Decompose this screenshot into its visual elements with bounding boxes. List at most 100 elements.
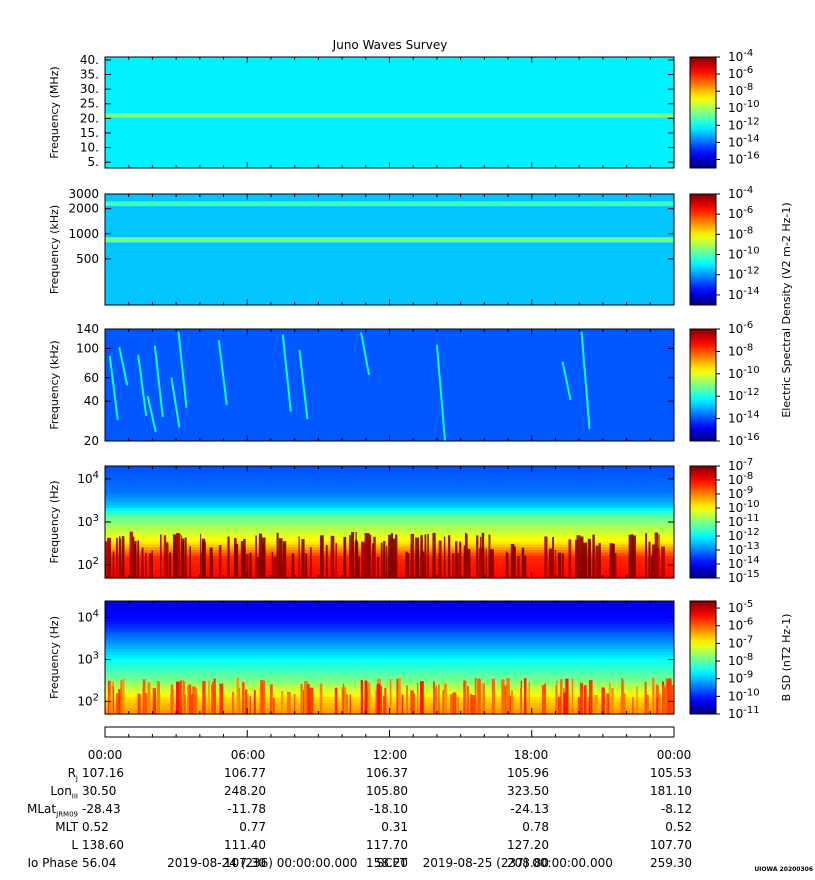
spectrogram-streak bbox=[390, 533, 394, 578]
colorbar-tick-label: 10-16 bbox=[728, 150, 760, 166]
ephemeris-value: 138.60 bbox=[82, 838, 124, 852]
y-tick-label: 100 bbox=[76, 341, 99, 355]
colorbar-tick-label: 10-9 bbox=[728, 670, 753, 686]
spectrogram-streak bbox=[335, 542, 338, 578]
spectrogram-streak bbox=[583, 685, 587, 714]
spectrogram-streak bbox=[548, 548, 552, 578]
colorbar-tick-label: 10-8 bbox=[728, 652, 753, 668]
y-tick-label: 103 bbox=[77, 513, 99, 529]
spectrogram-cell bbox=[105, 702, 674, 707]
ephemeris-value: 158.20 bbox=[366, 856, 408, 870]
spectrogram-cell bbox=[105, 657, 674, 661]
ephemeris-value: 106.37 bbox=[366, 766, 408, 780]
spectrogram-streak bbox=[424, 534, 427, 578]
y-tick-label: 35. bbox=[80, 68, 99, 82]
spectrogram-streak bbox=[452, 692, 457, 714]
spectrogram-streak bbox=[121, 536, 125, 578]
spectrogram-streak bbox=[349, 549, 354, 578]
spectrogram-streak bbox=[307, 684, 310, 714]
colorbar-tick-label: 10-7 bbox=[728, 634, 753, 650]
spectrogram-streak bbox=[579, 682, 583, 714]
spectrogram-streak bbox=[234, 543, 239, 578]
spectrogram-streak bbox=[594, 694, 598, 714]
spectrogram-streak bbox=[659, 693, 662, 714]
spectrogram-cell bbox=[105, 629, 674, 633]
spectrogram-streak bbox=[470, 693, 472, 714]
spectrogram-streak bbox=[349, 694, 351, 714]
y-tick-label: 103 bbox=[77, 651, 99, 667]
spectrogram-cell bbox=[105, 516, 674, 520]
spectrogram-streak bbox=[505, 552, 509, 578]
spectrogram-streak bbox=[187, 685, 189, 714]
colorbar bbox=[689, 56, 717, 169]
spectrogram-streak bbox=[432, 532, 436, 578]
spectrogram-streak bbox=[170, 684, 174, 714]
spectrogram-streak bbox=[365, 533, 370, 578]
spectrogram-streak bbox=[457, 553, 459, 578]
spectrogram-streak bbox=[457, 697, 459, 714]
spectrogram-streak bbox=[271, 551, 274, 578]
spectrogram-cell bbox=[105, 482, 674, 487]
spectrogram-streak bbox=[410, 690, 414, 714]
spectrogram-streak bbox=[321, 539, 323, 578]
y-tick-label: 102 bbox=[77, 692, 99, 708]
ephemeris-value: 105.96 bbox=[507, 766, 549, 780]
spectrogram-streak bbox=[541, 685, 545, 714]
spectrogram-streak bbox=[301, 539, 305, 578]
spectrogram-streak bbox=[477, 556, 479, 578]
y-axis-label: Frequency (MHz) bbox=[48, 66, 61, 158]
spectrogram-streak bbox=[401, 694, 404, 714]
spectrogram-streak bbox=[645, 694, 649, 714]
spectrogram-cell bbox=[105, 508, 674, 512]
spectrogram-cell bbox=[105, 488, 674, 492]
radio-burst bbox=[177, 331, 188, 408]
spectrogram-cell bbox=[105, 480, 674, 484]
spectrogram-streak bbox=[371, 543, 375, 578]
ephemeris-value: 0.31 bbox=[381, 820, 408, 834]
spectrogram-streak bbox=[510, 690, 514, 714]
spectrogram-cell bbox=[105, 527, 674, 531]
spectrogram-streak bbox=[563, 692, 566, 714]
spectrogram-cell bbox=[105, 699, 674, 704]
ephemeris-time: 12:00 bbox=[372, 748, 408, 762]
spectrogram-cell bbox=[105, 637, 674, 642]
spectrogram-streak bbox=[420, 535, 423, 578]
spectrogram-streak bbox=[405, 553, 410, 578]
radio-burst bbox=[281, 334, 292, 412]
spectrogram-streak bbox=[501, 679, 505, 714]
spectrogram-cell bbox=[105, 705, 674, 709]
spectrogram-cell bbox=[105, 694, 674, 698]
ephemeris-value: 30.50 bbox=[82, 784, 117, 798]
spectrogram-streak bbox=[373, 536, 376, 578]
spectrogram-streak bbox=[443, 536, 446, 578]
spectrogram-streak bbox=[181, 538, 185, 578]
spectrogram-streak bbox=[260, 680, 264, 714]
spectrogram-cell bbox=[105, 510, 674, 515]
scet-label: SCET bbox=[376, 856, 408, 870]
y-tick-label: 140 bbox=[76, 322, 99, 336]
radio-burst bbox=[153, 345, 164, 418]
y-tick-label: 25. bbox=[80, 97, 99, 111]
spectrogram-streak bbox=[153, 693, 156, 714]
spectrogram-streak bbox=[355, 531, 357, 578]
spectrogram-streak bbox=[369, 534, 372, 578]
spectrogram-streak bbox=[485, 548, 487, 578]
colorbar bbox=[689, 600, 717, 715]
spectrogram-streak bbox=[208, 680, 210, 714]
colorbar-tick-label: 10-4 bbox=[728, 185, 753, 201]
spectrogram-cell bbox=[105, 530, 674, 534]
spectrogram-streak bbox=[360, 679, 363, 714]
ephemeris-time: 00:00 bbox=[656, 748, 692, 762]
spectrogram-cell bbox=[105, 649, 674, 653]
spectrogram-streak bbox=[592, 534, 595, 578]
spectrogram-cell bbox=[105, 663, 674, 667]
spectrogram-streak bbox=[236, 677, 240, 714]
spectrogram-streak bbox=[488, 534, 491, 578]
spectrogram-streak bbox=[588, 696, 590, 714]
spectrogram-streak bbox=[561, 553, 564, 578]
spectrogram-streak bbox=[145, 693, 148, 714]
spectrogram-streak bbox=[253, 690, 256, 714]
ephemeris-row-label: L bbox=[71, 838, 78, 852]
spectrogram-streak bbox=[181, 535, 183, 578]
ephemeris-time: 06:00 bbox=[230, 748, 266, 762]
